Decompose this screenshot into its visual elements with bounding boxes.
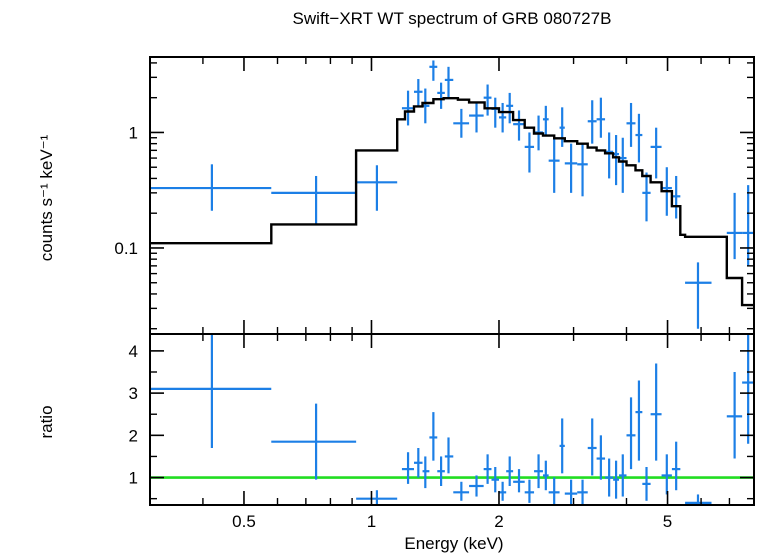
ratio-point-29 — [635, 380, 643, 461]
spectrum-point-28 — [626, 102, 636, 147]
ratio-point-14 — [506, 456, 514, 486]
spectrum-point-25 — [605, 132, 614, 179]
spectrum-point-14 — [506, 92, 514, 124]
ratio-point-4 — [413, 448, 423, 478]
spectrum-point-20 — [559, 107, 565, 147]
ratio-point-7 — [437, 456, 445, 486]
spectrum-point-19 — [548, 137, 560, 193]
spectrum-point-23 — [587, 100, 597, 144]
ratio-point-2 — [356, 490, 398, 505]
x-axis-label: Energy (keV) — [404, 534, 503, 553]
ratio-point-20 — [559, 418, 565, 474]
spectrum-point-22 — [577, 143, 588, 197]
ratio-point-3 — [401, 452, 414, 484]
ratio-y-tick-label: 4 — [129, 342, 138, 361]
ratio-point-19 — [548, 477, 560, 505]
ratio-point-10 — [469, 475, 484, 497]
ratio-y-tick-label: 3 — [129, 384, 138, 403]
spectrum-point-4 — [413, 79, 423, 106]
spectrum-point-7 — [437, 82, 445, 109]
spectrum-point-6 — [429, 60, 438, 81]
spectrum-point-36 — [742, 185, 754, 266]
spectrum-point-8 — [444, 66, 454, 98]
spectrum-point-9 — [453, 108, 470, 138]
ratio-point-18 — [542, 460, 549, 491]
spectrum-y-tick-label: 0.1 — [114, 239, 138, 258]
spectrum-point-31 — [650, 127, 662, 179]
spectrum-point-33 — [671, 175, 681, 219]
axes-frames — [149, 56, 755, 506]
ratio-point-28 — [626, 397, 636, 470]
ratio-point-15 — [513, 469, 525, 493]
ratio-point-24 — [596, 435, 606, 480]
ratio-point-31 — [650, 363, 662, 461]
ratio-point-21 — [564, 479, 578, 505]
ratio-point-6 — [429, 412, 438, 461]
ratio-point-22 — [577, 479, 588, 505]
spectrum-point-35 — [726, 192, 743, 260]
ratio-point-34 — [685, 494, 712, 505]
ratio-y-axis-label: ratio — [37, 405, 56, 438]
spectrum-y-axis-label: counts s⁻¹ keV⁻¹ — [37, 134, 56, 261]
ratio-point-0 — [150, 334, 272, 448]
spectrum-point-0 — [150, 164, 272, 211]
ratio-point-5 — [422, 456, 430, 489]
ratio-point-12 — [491, 467, 499, 493]
model-step-line — [150, 97, 754, 307]
spectrum-point-21 — [564, 143, 578, 193]
spectrum-point-10 — [469, 102, 484, 133]
spectrum-y-tick-label: 1 — [129, 123, 138, 142]
spectrum-point-2 — [356, 165, 398, 211]
model-step-path — [150, 97, 754, 307]
spectrum-point-1 — [271, 175, 357, 225]
spectrum-data-points — [150, 60, 754, 329]
ratio-point-26 — [613, 460, 619, 499]
spectrum-point-13 — [498, 102, 507, 133]
ratio-frame — [149, 333, 755, 506]
ratio-point-13 — [498, 481, 507, 501]
ratio-point-9 — [453, 481, 470, 501]
spectrum-point-16 — [524, 132, 535, 173]
spectrum-point-34 — [685, 262, 712, 329]
ratio-point-35 — [726, 372, 743, 459]
x-tick-label: 0.5 — [232, 512, 256, 531]
ratio-point-16 — [524, 479, 535, 503]
axis-ticks: 0.5 1 2 5 0.1 1 1 2 3 4 — [114, 57, 755, 531]
spectrum-point-18 — [542, 105, 549, 136]
ratio-point-11 — [483, 454, 492, 484]
ratio-point-17 — [534, 454, 543, 489]
ratio-data-points — [150, 334, 754, 505]
ratio-point-1 — [271, 403, 357, 480]
ratio-point-30 — [642, 467, 651, 501]
x-tick-label: 5 — [663, 512, 672, 531]
spectrum-point-30 — [642, 172, 651, 222]
ratio-point-25 — [605, 458, 614, 497]
ratio-y-tick-label: 2 — [129, 426, 138, 445]
spectrum-point-15 — [513, 110, 525, 141]
x-tick-label: 1 — [367, 512, 376, 531]
ratio-y-tick-label: 1 — [129, 469, 138, 488]
x-tick-label: 2 — [494, 512, 503, 531]
spectrum-point-3 — [401, 90, 414, 126]
ratio-point-36 — [742, 334, 754, 444]
ratio-point-32 — [661, 454, 672, 495]
spectrum-point-24 — [596, 97, 606, 138]
ratio-point-8 — [444, 437, 454, 474]
ratio-point-27 — [618, 454, 627, 497]
ratio-point-23 — [587, 418, 597, 476]
ratio-point-33 — [671, 441, 681, 491]
chart-title: Swift−XRT WT spectrum of GRB 080727B — [293, 9, 612, 28]
spectrum-point-29 — [635, 113, 643, 163]
spectrum-point-27 — [618, 137, 627, 193]
spectrum-point-11 — [483, 84, 492, 116]
